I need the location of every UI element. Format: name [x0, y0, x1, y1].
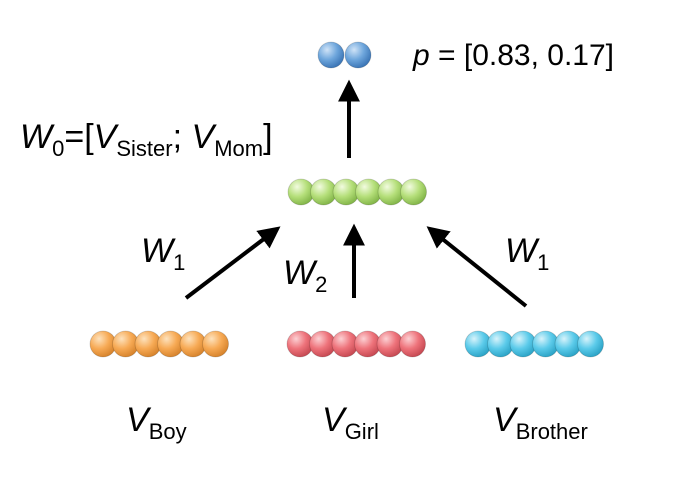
- input-node-boy-6: [202, 330, 229, 358]
- arrow-brother-to-hidden: [426, 226, 528, 308]
- edge-label-center: W2: [283, 254, 327, 297]
- hidden-node-group: [287, 178, 427, 206]
- input-node-brother-5: [554, 330, 582, 358]
- edge-label-left: W1: [141, 232, 185, 275]
- w0-concat-label: W0=[VSister; VMom]: [20, 118, 273, 161]
- input-node-brother-3: [509, 330, 537, 358]
- output-node-1: [317, 41, 345, 69]
- output-probability-label: p = [0.83, 0.17]: [412, 39, 614, 72]
- input-label-girl: VGirl: [322, 401, 379, 444]
- input-node-girl-6: [399, 330, 426, 358]
- edge-label-right: W1: [505, 232, 549, 275]
- output-node-2: [344, 41, 372, 69]
- input-label-boy: VBoy: [126, 401, 187, 444]
- arrow-boy-to-hidden: [184, 226, 281, 300]
- input-node-group-boy: [89, 330, 229, 358]
- input-node-group-girl: [286, 330, 426, 358]
- hidden-node-6: [400, 178, 427, 206]
- input-label-brother: VBrother: [493, 401, 588, 444]
- output-node-group: [317, 41, 372, 69]
- input-node-brother-4: [532, 330, 559, 358]
- input-node-group-brother: [464, 330, 604, 358]
- input-node-boy-1: [89, 330, 117, 358]
- input-node-brother-6: [577, 330, 604, 358]
